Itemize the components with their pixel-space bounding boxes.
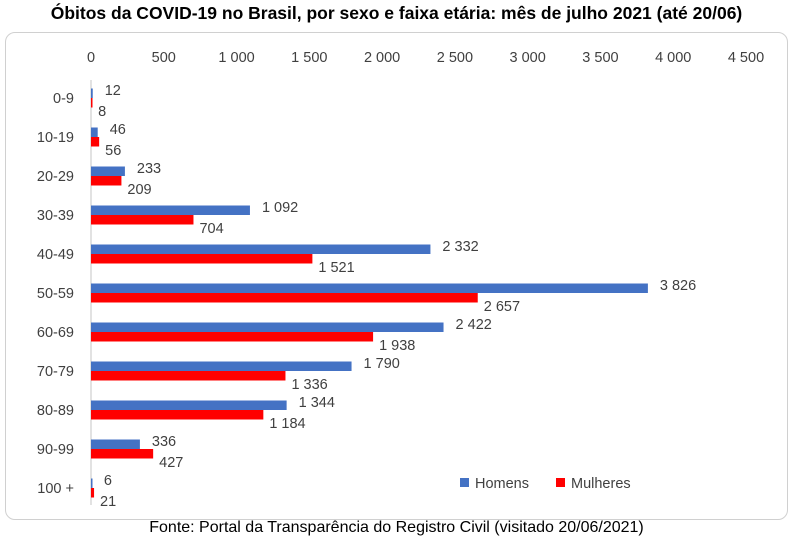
data-label-homens: 2 422	[456, 317, 492, 333]
y-tick-label: 60-69	[37, 325, 74, 341]
bar-mulheres	[91, 449, 154, 459]
bar-mulheres	[91, 332, 374, 342]
x-tick-label: 1 000	[218, 50, 254, 66]
x-tick-label: 4 000	[655, 50, 691, 66]
data-label-mulheres: 56	[105, 143, 121, 159]
bar-homens	[91, 439, 140, 449]
bar-mulheres	[91, 137, 100, 147]
data-label-homens: 1 790	[364, 356, 400, 372]
bar-mulheres	[91, 98, 93, 108]
bar-homens	[91, 244, 431, 254]
y-tick-label: 90-99	[37, 442, 74, 458]
data-label-mulheres: 1 184	[269, 416, 305, 432]
data-label-mulheres: 1 938	[379, 338, 415, 354]
data-label-mulheres: 2 657	[484, 299, 520, 315]
bar-homens	[91, 478, 93, 488]
bar-homens	[91, 127, 98, 137]
y-tick-label: 80-89	[37, 403, 74, 419]
y-tick-label: 100 +	[37, 481, 74, 497]
bar-homens	[91, 205, 250, 215]
chart-frame	[5, 32, 788, 520]
data-label-mulheres: 8	[98, 104, 106, 120]
legend-swatch-homens	[460, 478, 469, 487]
bar-homens	[91, 400, 287, 410]
data-label-mulheres: 1 521	[318, 260, 354, 276]
legend-label-mulheres: Mulheres	[571, 476, 631, 492]
x-tick-label: 1 500	[291, 50, 327, 66]
data-label-homens: 1 092	[262, 200, 298, 216]
bar-homens	[91, 283, 648, 293]
x-tick-label: 2 000	[364, 50, 400, 66]
data-label-mulheres: 704	[199, 221, 223, 237]
data-label-mulheres: 1 336	[291, 377, 327, 393]
bar-mulheres	[91, 293, 478, 303]
y-tick-label: 30-39	[37, 208, 74, 224]
bar-homens	[91, 166, 125, 176]
y-tick-label: 50-59	[37, 286, 74, 302]
bar-homens	[91, 322, 444, 332]
bar-mulheres	[91, 488, 95, 498]
bar-mulheres	[91, 254, 313, 264]
data-label-homens: 3 826	[660, 278, 696, 294]
x-tick-label: 4 500	[728, 50, 764, 66]
data-label-homens: 2 332	[442, 239, 478, 255]
chart-title: Óbitos da COVID-19 no Brasil, por sexo e…	[50, 3, 743, 23]
bar-mulheres	[91, 410, 264, 420]
legend-swatch-mulheres	[556, 478, 565, 487]
data-label-homens: 1 344	[299, 395, 335, 411]
y-tick-label: 10-19	[37, 130, 74, 146]
bar-mulheres	[91, 371, 286, 381]
y-tick-label: 70-79	[37, 364, 74, 380]
legend-label-homens: Homens	[475, 476, 529, 492]
y-tick-label: 20-29	[37, 169, 74, 185]
data-label-homens: 12	[105, 83, 121, 99]
data-label-homens: 336	[152, 434, 176, 450]
x-tick-label: 500	[152, 50, 176, 66]
data-label-mulheres: 21	[100, 494, 116, 510]
x-tick-label: 3 000	[510, 50, 546, 66]
x-tick-label: 3 500	[582, 50, 618, 66]
data-label-homens: 6	[104, 473, 112, 489]
data-label-homens: 46	[110, 122, 126, 138]
data-label-mulheres: 427	[159, 455, 183, 471]
y-tick-label: 0-9	[53, 91, 74, 107]
bar-mulheres	[91, 176, 122, 186]
bar-mulheres	[91, 215, 194, 225]
data-label-homens: 233	[137, 161, 161, 177]
chart-source: Fonte: Portal da Transparência do Regist…	[149, 519, 644, 536]
x-tick-label: 2 500	[437, 50, 473, 66]
x-tick-label: 0	[87, 50, 95, 66]
bar-homens	[91, 88, 93, 98]
y-tick-label: 40-49	[37, 247, 74, 263]
data-label-mulheres: 209	[127, 182, 151, 198]
bar-homens	[91, 361, 352, 371]
